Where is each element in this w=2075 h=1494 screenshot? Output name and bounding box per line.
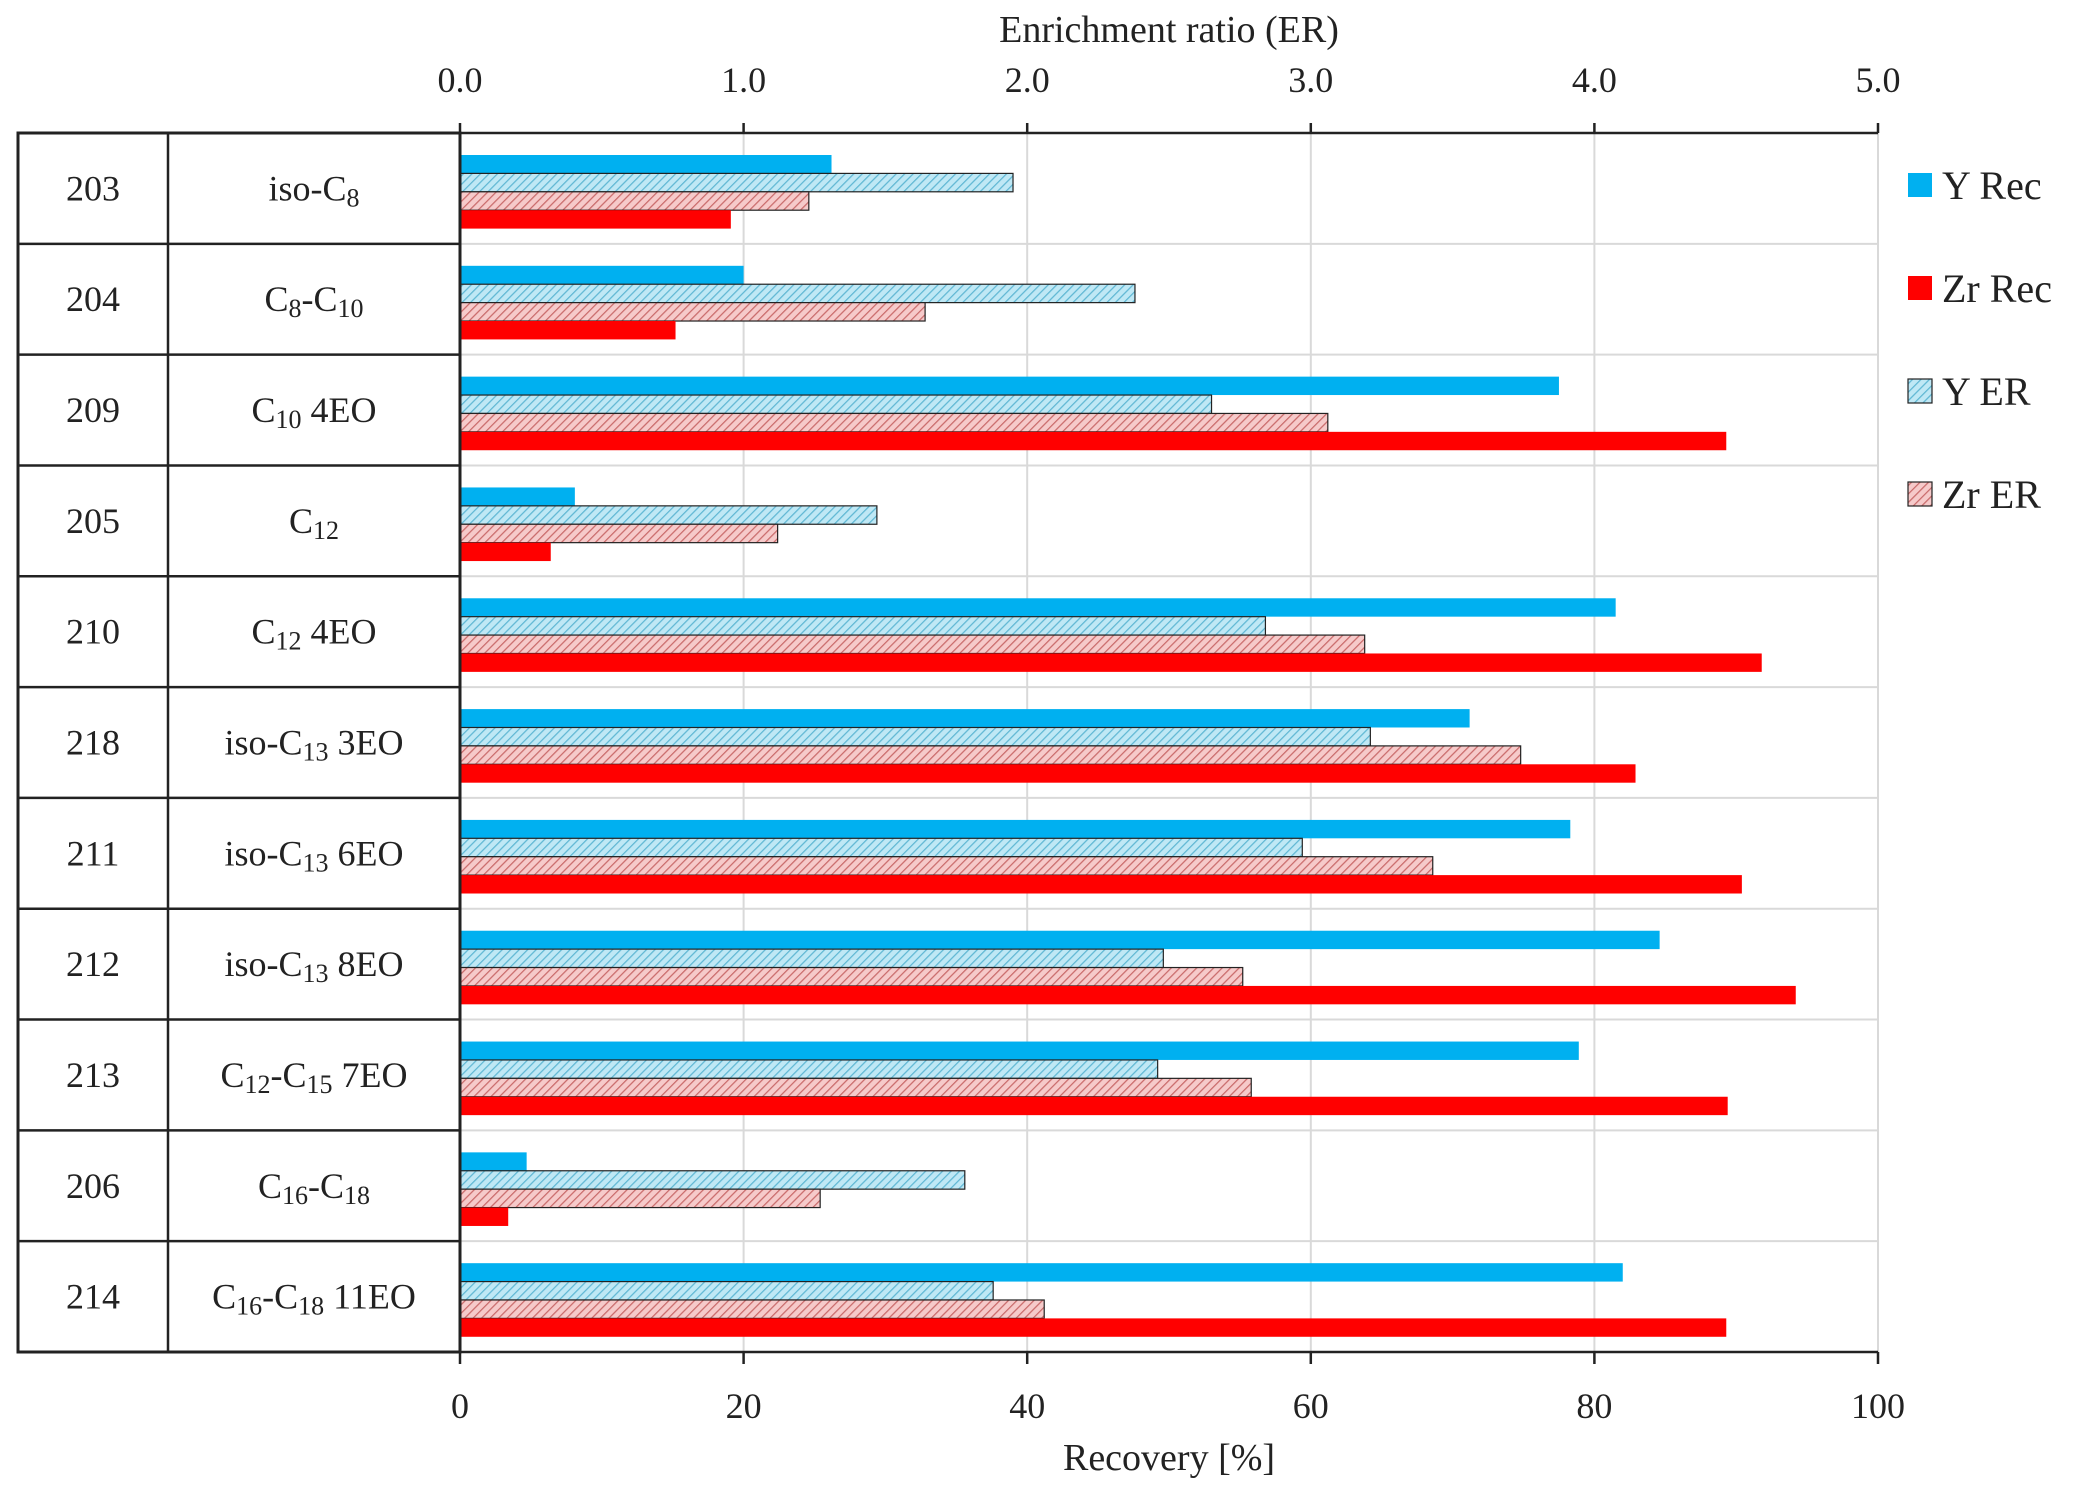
bar-zr-rec-212 [460, 985, 1796, 1005]
top-axis-tick-label: 0.0 [438, 60, 483, 100]
bar-y-er-205 [459, 505, 878, 525]
bar-zr-rec-214 [460, 1318, 1727, 1337]
top-axis-tick-label: 4.0 [1572, 60, 1617, 100]
bar-y-rec-213 [460, 1041, 1579, 1060]
row-surfactant-label: C10 4EO [251, 390, 376, 434]
bar-y-rec-211 [460, 819, 1571, 839]
bar-zr-er-218 [459, 745, 1522, 765]
legend-label-zr-rec: Zr Rec [1942, 266, 2052, 311]
bar-y-er-209 [459, 394, 1213, 415]
bottom-axis-tick-label: 80 [1576, 1386, 1612, 1426]
bar-y-er-212 [459, 948, 1164, 969]
bar-y-rec-214 [460, 1263, 1623, 1282]
legend-swatch-y-rec [1908, 173, 1932, 197]
row-surfactant-label: C8-C10 [264, 279, 363, 323]
bar-zr-rec-209 [460, 431, 1727, 451]
bar-zr-er-205 [459, 523, 779, 544]
legend-swatch-zr-rec [1908, 276, 1932, 300]
bar-y-rec-204 [460, 265, 744, 285]
bar-y-rec-218 [460, 709, 1470, 728]
row-surfactant-label: C16-C18 11EO [212, 1277, 416, 1321]
row-id-label: 213 [66, 1055, 120, 1095]
label-table: 203 iso-C8 204 C8-C10 209 C10 4EO 205 C12 210 C12… [16, 131, 462, 1354]
bar-y-er-206 [459, 1170, 966, 1190]
bar-y-er-203 [459, 172, 1014, 193]
bar-zr-rec-211 [460, 875, 1742, 894]
bar-y-rec-206 [460, 1152, 527, 1171]
row-id-label: 214 [66, 1277, 120, 1317]
axes: 0.0 1.0 2.0 3.0 4.0 5.0 Enrichment ratio (ER) 0… [438, 9, 1906, 1479]
bar-zr-rec-218 [460, 764, 1636, 783]
legend-label-y-er: Y ER [1942, 369, 2031, 414]
row-id-label: 210 [66, 612, 120, 652]
row-id-label: 212 [66, 944, 120, 984]
bar-y-rec-210 [460, 598, 1616, 617]
row-id-label: 218 [66, 723, 120, 763]
bar-y-rec-203 [460, 155, 832, 174]
row-id-label: 205 [66, 501, 120, 541]
bottom-axis-tick-label: 20 [726, 1386, 762, 1426]
row-surfactant-label: iso-C13 6EO [224, 833, 403, 877]
row-id-label: 211 [67, 833, 120, 873]
bar-y-er-213 [459, 1059, 1159, 1079]
bar-zr-er-214 [459, 1299, 1045, 1319]
bar-zr-rec-213 [460, 1096, 1728, 1116]
bar-zr-er-204 [459, 302, 926, 322]
bar-y-er-211 [459, 837, 1303, 858]
top-axis-title: Enrichment ratio (ER) [999, 9, 1339, 51]
row-surfactant-label: iso-C13 8EO [224, 944, 403, 988]
legend-label-y-rec: Y Rec [1942, 163, 2042, 208]
bottom-axis-tick-label: 0 [451, 1386, 469, 1426]
bar-zr-rec-203 [460, 210, 731, 229]
bottom-axis-title: Recovery [%] [1063, 1437, 1275, 1479]
bar-y-er-218 [459, 726, 1371, 747]
top-axis-tick-label: 3.0 [1288, 60, 1333, 100]
row-id-label: 209 [66, 390, 120, 430]
bar-zr-er-212 [459, 966, 1244, 987]
top-axis-tick-label: 2.0 [1005, 60, 1050, 100]
row-surfactant-label: C12 4EO [251, 612, 376, 656]
gridlines [460, 133, 1879, 1352]
bar-zr-er-206 [459, 1188, 821, 1209]
legend-swatch-zr-er [1907, 481, 1933, 507]
row-surfactant-label: C12 [289, 501, 339, 545]
bottom-axis-tick-label: 100 [1851, 1386, 1905, 1426]
top-axis-tick-label: 1.0 [721, 60, 766, 100]
legend-swatch-y-er [1907, 378, 1933, 404]
bar-zr-rec-210 [460, 653, 1762, 672]
bars [459, 155, 1796, 1337]
legend-label-zr-er: Zr ER [1942, 472, 2041, 517]
bottom-axis-tick-label: 40 [1009, 1386, 1045, 1426]
bar-zr-er-211 [459, 856, 1434, 876]
bar-zr-er-209 [459, 412, 1329, 433]
row-id-label: 203 [66, 168, 120, 208]
row-surfactant-label: iso-C13 3EO [224, 723, 403, 767]
bar-y-er-210 [459, 616, 1267, 636]
bottom-axis-tick-label: 60 [1293, 1386, 1329, 1426]
bar-zr-er-213 [459, 1077, 1252, 1098]
legend: Y Rec Zr Rec Y ER Zr ER [1907, 163, 2052, 517]
bar-y-er-214 [459, 1280, 994, 1301]
bar-y-rec-209 [460, 376, 1559, 396]
bar-zr-er-210 [459, 634, 1366, 655]
bar-zr-er-203 [459, 191, 810, 211]
bar-y-rec-205 [460, 487, 575, 506]
bar-y-er-204 [459, 283, 1136, 304]
bar-zr-rec-206 [460, 1207, 509, 1226]
bar-zr-rec-204 [460, 321, 676, 340]
bar-y-rec-212 [460, 930, 1660, 950]
top-axis-tick-label: 5.0 [1856, 60, 1901, 100]
row-id-label: 204 [66, 279, 120, 319]
row-surfactant-label: C12-C15 7EO [220, 1055, 407, 1099]
row-surfactant-label: iso-C8 [268, 168, 359, 212]
row-id-label: 206 [66, 1166, 120, 1206]
bar-zr-rec-205 [460, 542, 551, 562]
row-surfactant-label: C16-C18 [258, 1166, 370, 1210]
